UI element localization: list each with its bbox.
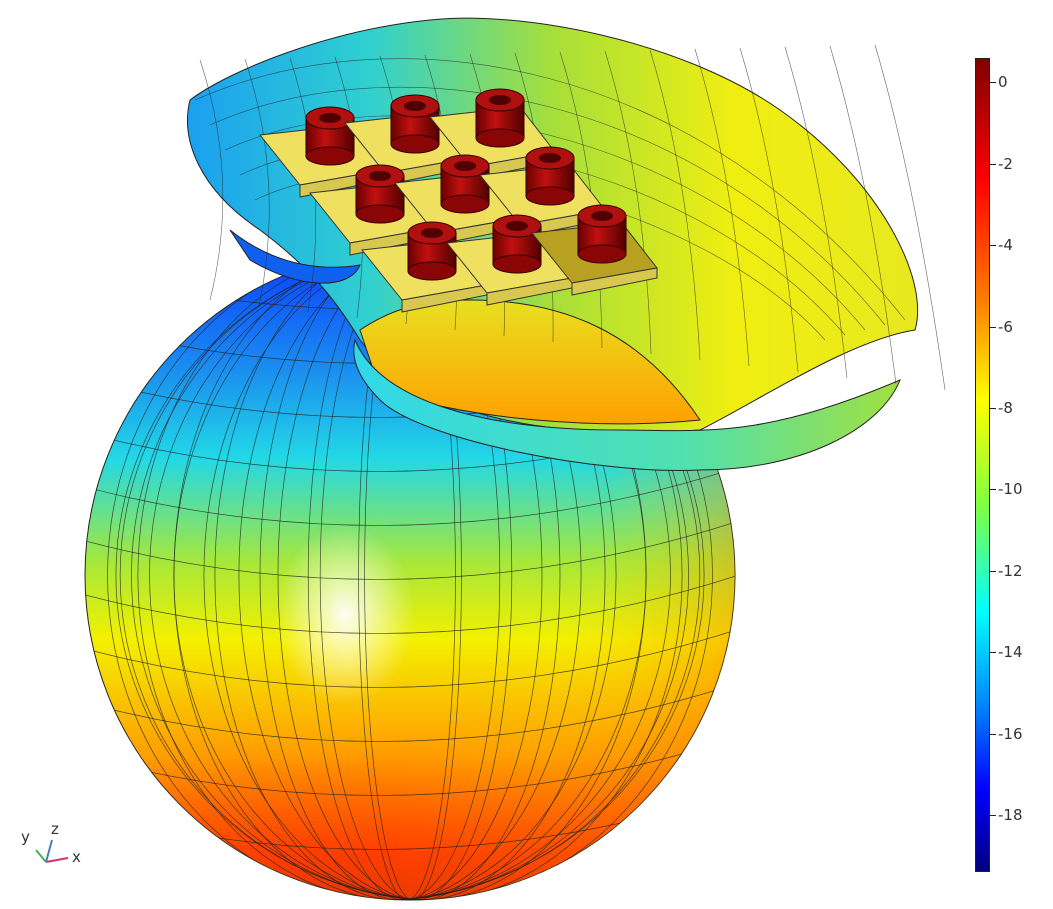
mesh-line (203, 250, 647, 900)
mesh-line (85, 675, 735, 742)
mesh-line (739, 47, 799, 373)
mesh-line (559, 51, 603, 349)
mesh-line (85, 621, 735, 688)
mesh-line (85, 567, 735, 634)
colorbar-tick-label: -6 (998, 317, 1013, 336)
colorbar-tick (990, 570, 996, 572)
colorbar-tick (990, 652, 996, 654)
mesh-line (85, 250, 689, 900)
colorbar (975, 58, 990, 872)
mesh-line (649, 49, 701, 361)
colorbar-tick-label: -4 (998, 236, 1013, 255)
y-axis-arrow (35, 849, 47, 863)
colorbar-tick (990, 82, 996, 84)
mesh-line (244, 58, 270, 307)
colorbar-tick-label: -2 (998, 154, 1013, 173)
electrode (446, 214, 573, 306)
colorbar-tick (990, 815, 996, 817)
mesh-line (238, 250, 606, 900)
mesh-line (874, 44, 946, 391)
mesh-line (829, 45, 897, 385)
electrode (479, 146, 606, 238)
mesh-line (173, 250, 683, 900)
mesh-line (307, 250, 501, 900)
x-axis-label: x (72, 848, 81, 866)
colorbar-tick-label: -12 (998, 561, 1023, 580)
z-axis-label: z (51, 820, 59, 838)
colorbar-tick-label: -16 (998, 724, 1023, 743)
electrode-pad-array (259, 88, 658, 313)
mesh-line (209, 87, 886, 326)
mesh-line (259, 250, 543, 900)
mesh-line (119, 250, 735, 900)
colorbar-tick-label: -10 (998, 480, 1023, 499)
mesh-line (364, 250, 462, 900)
electrode (394, 154, 521, 246)
mesh-line (214, 250, 582, 900)
electrode (361, 221, 488, 313)
mesh-line (107, 250, 671, 900)
colorbar-tick (990, 489, 996, 491)
mesh-line (604, 50, 652, 355)
mesh-line (85, 459, 735, 526)
mesh-line (149, 250, 713, 900)
mesh-line (319, 250, 513, 900)
mesh-line (784, 46, 848, 379)
colorbar-tick (990, 245, 996, 247)
mesh-line (85, 729, 735, 796)
colorbar-tick-label: -18 (998, 806, 1023, 825)
colorbar-tick-label: 0 (998, 73, 1008, 92)
sphere-mesh-lines (85, 250, 735, 900)
colorbar-tick-label: -14 (998, 643, 1023, 662)
mesh-line (131, 250, 735, 900)
pad-edge (571, 267, 658, 296)
colorbar-tick (990, 326, 996, 328)
mesh-line (115, 250, 735, 900)
electrode (259, 106, 386, 198)
mesh-line (85, 250, 701, 900)
colorbar-tick (990, 163, 996, 165)
mesh-line (199, 59, 224, 301)
colorbar-tick (990, 733, 996, 735)
mesh-line (85, 513, 735, 580)
y-axis-label: y (21, 828, 30, 846)
mesh-line (85, 250, 705, 900)
x-axis-arrow (45, 857, 69, 863)
colorbar-tick (990, 408, 996, 410)
electrode (531, 204, 658, 296)
z-axis-arrow (45, 839, 53, 863)
axes-triad (35, 839, 69, 863)
colorbar-tick-label: -8 (998, 399, 1013, 418)
mesh-line (194, 58, 906, 321)
mesh-line (358, 250, 456, 900)
mesh-line (694, 48, 750, 367)
